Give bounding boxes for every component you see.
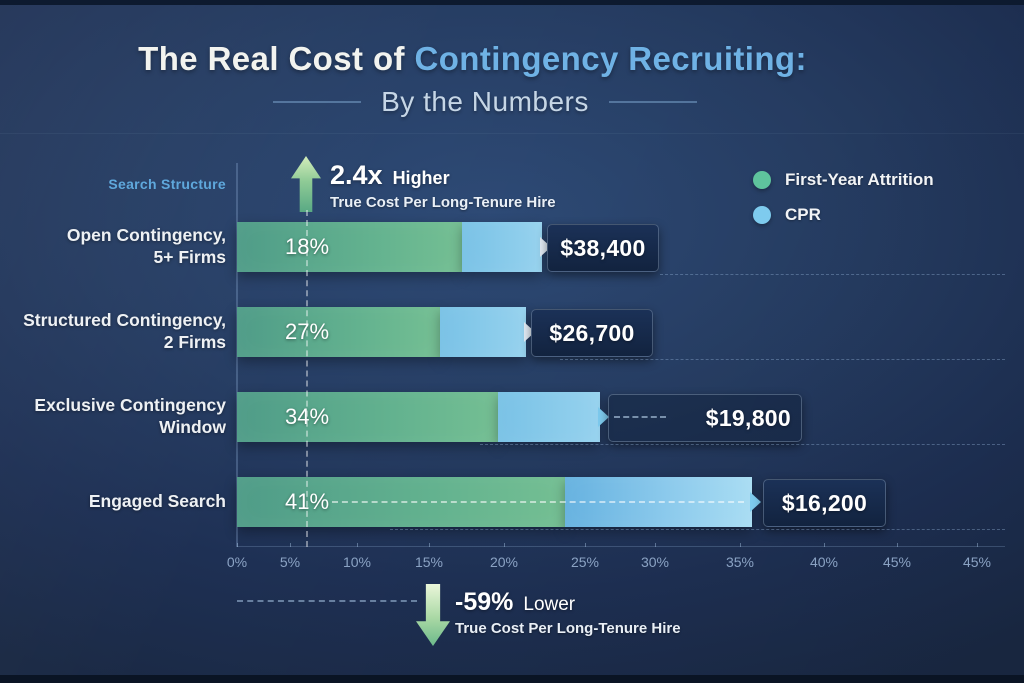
x-axis-tick-mark [237, 543, 238, 547]
category-label-line2: 2 Firms [163, 332, 226, 352]
legend-item: CPR [753, 201, 934, 229]
value-dashed-connector [614, 416, 666, 418]
x-axis-tick-label: 45% [962, 554, 992, 570]
row-guide-dashed-line [560, 359, 1005, 360]
top-annotation-headline: 2.4x Higher [330, 160, 556, 191]
y-axis-title: Search Structure [108, 176, 226, 192]
bar-dashed-connector [332, 501, 744, 503]
subtitle-left-divider [273, 101, 362, 103]
background-seam-line [0, 133, 1024, 134]
x-axis-tick-label: 5% [279, 554, 301, 570]
x-axis-tick-label: 30% [640, 554, 670, 570]
x-axis-tick-mark [740, 543, 741, 547]
category-label-line1: Open Contingency, [66, 225, 226, 246]
bar-cpr-segment [498, 392, 600, 442]
category-label-line2: Window [159, 417, 226, 437]
bottom-annotation-suffix: Lower [523, 594, 576, 615]
top-border-strip [0, 0, 1024, 5]
cpr-value-label: $38,400 [560, 234, 646, 261]
cpr-value-label: $26,700 [549, 319, 635, 346]
top-annotation: 2.4x Higher True Cost Per Long-Tenure Hi… [330, 160, 556, 211]
row-guide-dashed-line [390, 529, 1005, 530]
bottom-annotation: -59% Lower True Cost Per Long-Tenure Hir… [455, 588, 681, 637]
bar-attrition-segment [237, 307, 440, 357]
down-arrow-icon [416, 584, 450, 646]
top-annotation-caption: True Cost Per Long-Tenure Hire [330, 194, 556, 211]
legend-dot-first-year-attrition [753, 171, 771, 189]
category-label-line1: Structured Contingency, [23, 310, 226, 331]
value-box: $26,700 [531, 309, 653, 357]
category-label: Exclusive Contingency Window [0, 392, 226, 442]
x-axis-tick-label: 10% [342, 554, 372, 570]
bar-attrition-segment [237, 222, 462, 272]
cpr-value-label: $16,200 [781, 489, 868, 516]
category-label: Engaged Search [0, 477, 226, 527]
x-axis-tick-mark [357, 543, 358, 547]
bar-attrition-segment [237, 392, 498, 442]
category-label: Open Contingency, 5+ Firms [0, 222, 226, 272]
x-axis-tick-mark [585, 543, 586, 547]
bar-end-arrow-icon [598, 407, 609, 427]
x-axis-tick-label: 25% [570, 554, 600, 570]
legend-dot-cpr [753, 206, 771, 224]
attrition-percent-label: 18% [285, 234, 330, 259]
bottom-border-strip [0, 675, 1024, 683]
category-label-line1: Engaged Search [88, 491, 226, 512]
legend-item: First-Year Attrition [753, 166, 934, 194]
x-axis-tick-mark [824, 543, 825, 547]
value-box: $38,400 [547, 224, 659, 272]
x-axis-tick-label: 0% [226, 554, 248, 570]
x-axis-tick-label: 15% [414, 554, 444, 570]
value-box: $19,800 [608, 394, 802, 442]
bar-cpr-segment [440, 307, 526, 357]
x-axis-line [237, 546, 1005, 547]
attrition-percent-label: 41% [285, 489, 330, 514]
attrition-percent-label: 34% [285, 404, 330, 429]
row-guide-dashed-line [480, 444, 1005, 445]
page-subtitle: By the Numbers [381, 86, 589, 117]
x-axis-tick-mark [290, 543, 291, 547]
legend-label: CPR [785, 205, 821, 224]
bar-cpr-segment [462, 222, 542, 272]
bottom-annotation-value: -59% [455, 588, 514, 616]
bottom-dashed-guide [237, 600, 417, 602]
x-axis-tick-mark [977, 543, 978, 547]
legend-label: First-Year Attrition [785, 170, 934, 189]
bottom-annotation-caption: True Cost Per Long-Tenure Hire [455, 620, 681, 637]
top-annotation-suffix: Higher [392, 168, 450, 188]
x-axis-tick-mark [655, 543, 656, 547]
bar-end-arrow-icon [750, 492, 761, 512]
bottom-annotation-headline: -59% Lower [455, 588, 681, 617]
legend: First-Year Attrition CPR [753, 166, 934, 236]
row-guide-dashed-line [660, 274, 1005, 275]
x-axis-tick-label: 20% [489, 554, 519, 570]
title-white-part: The Real Cost of [138, 40, 405, 77]
top-annotation-value: 2.4x [330, 160, 383, 190]
vertical-dashed-guide [306, 210, 308, 547]
attrition-percent-label: 27% [285, 319, 330, 344]
category-label-line2: 5+ Firms [153, 247, 226, 267]
x-axis-tick-label: 35% [725, 554, 755, 570]
subtitle-right-divider [608, 101, 697, 103]
x-axis-tick-mark [429, 543, 430, 547]
cpr-value-label: $19,800 [705, 404, 791, 431]
page-title: The Real Cost of Contingency Recruiting: [0, 40, 945, 78]
x-axis-tick-label: 45% [882, 554, 912, 570]
value-box: $16,200 [763, 479, 886, 527]
bar-end-arrow-icon [524, 322, 535, 342]
up-arrow-icon [291, 156, 321, 212]
subtitle-row: By the Numbers [0, 86, 970, 118]
category-label: Structured Contingency, 2 Firms [0, 307, 226, 357]
x-axis-tick-mark [504, 543, 505, 547]
category-label-line1: Exclusive Contingency [34, 395, 226, 416]
x-axis-tick-label: 40% [809, 554, 839, 570]
title-accent-part: Contingency Recruiting: [414, 40, 807, 77]
bar-end-arrow-icon [540, 237, 551, 257]
x-axis-tick-mark [897, 543, 898, 547]
